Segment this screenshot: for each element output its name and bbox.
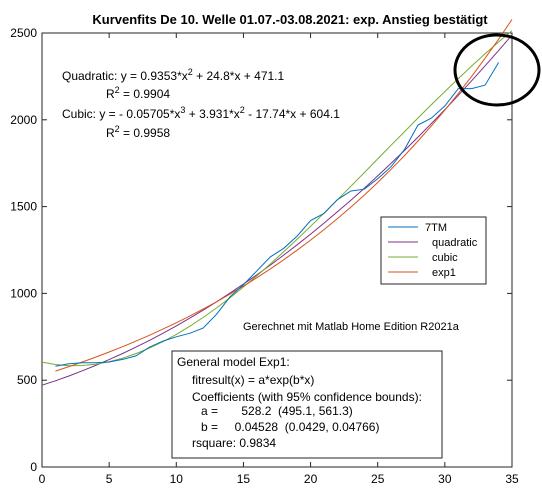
legend: 7TM quadratic cubic exp1 [380,216,487,285]
chart-title: Kurvenfits De 10. Welle 01.07.-03.08.202… [92,12,488,27]
matlab-note: Gerechnet mit Matlab Home Edition R2021a [243,321,460,333]
axis-ticks: 0 5 10 15 20 25 30 35 0 500 1000 1500 2000 2500 [10,26,519,486]
x-tick-label: 35 [505,472,519,486]
legend-label-cubic: cubic [432,252,458,264]
x-tick-label: 0 [39,472,46,486]
model-box-frame [171,350,443,459]
highlight-circle [453,33,541,107]
y-tick-label: 1500 [10,200,37,214]
model-line-2: Coefficients (with 95% confidence bounds… [192,390,422,404]
model-box: General model Exp1: fitresult(x) = a*exp… [171,350,443,459]
model-line-4: b = 0.04528 (0.0429, 0.04766) [201,420,379,434]
series-line-cubic [41,30,513,367]
legend-label-7tm: 7TM [425,222,447,234]
model-line-1: fitresult(x) = a*exp(b*x) [192,373,314,387]
x-tick-label: 20 [304,472,318,486]
legend-items: 7TM quadratic cubic exp1 [388,222,478,279]
model-line-3: a = 528.2 (495.1, 561.3) [201,404,353,418]
cubic-r2: R2 = 0.9958 [106,124,170,140]
y-tick-label: 0 [30,460,37,474]
x-tick-label: 10 [170,472,184,486]
series-line-7tm [55,62,500,367]
cubic-equation: Cubic: y = - 0.05705*x3 + 3.931*x2 - 17.… [62,105,340,121]
x-tick-label: 25 [371,472,385,486]
x-tick-label: 30 [438,472,452,486]
y-tick-label: 1000 [10,286,37,300]
quadratic-equation: Quadratic: y = 0.9353*x2 + 24.8*x + 471.… [62,67,284,83]
model-line-0: General model Exp1: [177,355,290,369]
quadratic-r2: R2 = 0.9904 [106,85,170,101]
y-tick-label: 500 [17,373,37,387]
y-tick-label: 2000 [10,113,37,127]
series-layer [41,19,513,386]
legend-box [380,216,487,285]
series-line-exp1 [55,19,513,372]
legend-label-quadratic: quadratic [432,237,478,249]
series-line-quadratic [41,34,513,386]
model-line-5: rsquare: 0.9834 [192,436,276,450]
x-tick-label: 5 [106,472,113,486]
legend-label-exp1: exp1 [432,267,456,279]
y-tick-label: 2500 [10,26,37,40]
x-tick-label: 15 [237,472,251,486]
